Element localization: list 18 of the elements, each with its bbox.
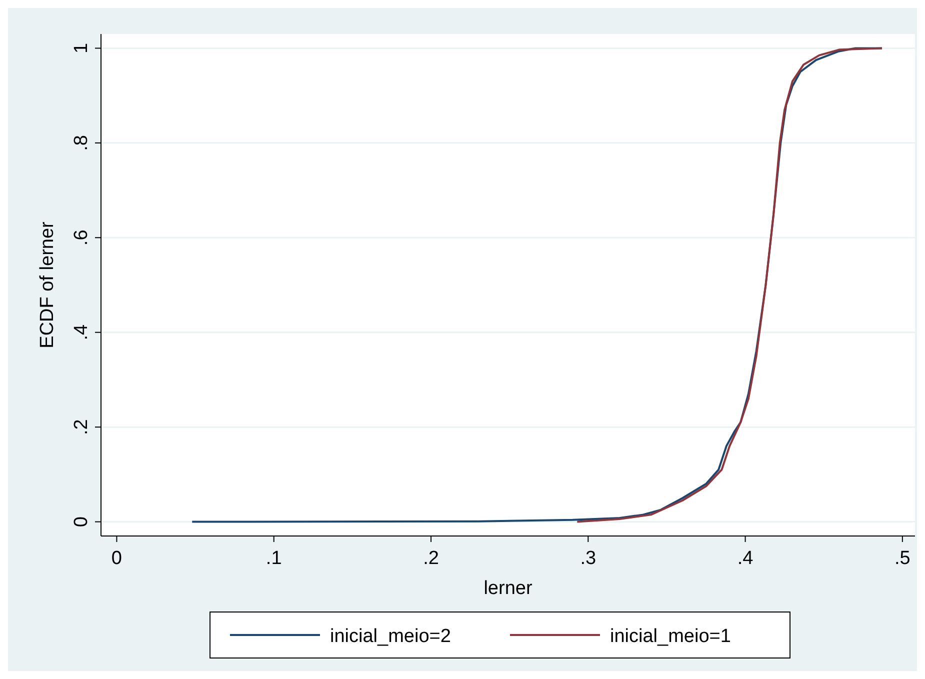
y-tick-label: .8 bbox=[71, 134, 92, 151]
x-tick-label: 0 bbox=[111, 548, 122, 569]
legend-label: inicial_meio=1 bbox=[610, 626, 731, 647]
legend-label: inicial_meio=2 bbox=[330, 626, 451, 647]
x-tick-label: .1 bbox=[266, 548, 282, 569]
x-tick-label: .5 bbox=[894, 548, 910, 569]
line-series bbox=[191, 47, 883, 523]
y-tick-label: .6 bbox=[71, 230, 92, 246]
x-tick-label: .2 bbox=[423, 548, 439, 569]
y-tick-label: .2 bbox=[71, 419, 92, 436]
x-axis-title: lerner bbox=[484, 578, 533, 599]
line-series bbox=[576, 47, 883, 523]
y-tick-label: 1 bbox=[71, 42, 92, 54]
y-tick-label: 0 bbox=[71, 516, 92, 528]
y-axis-title: ECDF of lerner bbox=[37, 220, 58, 348]
y-tick-label: .4 bbox=[71, 324, 92, 340]
x-tick-label: .3 bbox=[580, 548, 596, 569]
x-tick-label: .4 bbox=[737, 548, 754, 569]
